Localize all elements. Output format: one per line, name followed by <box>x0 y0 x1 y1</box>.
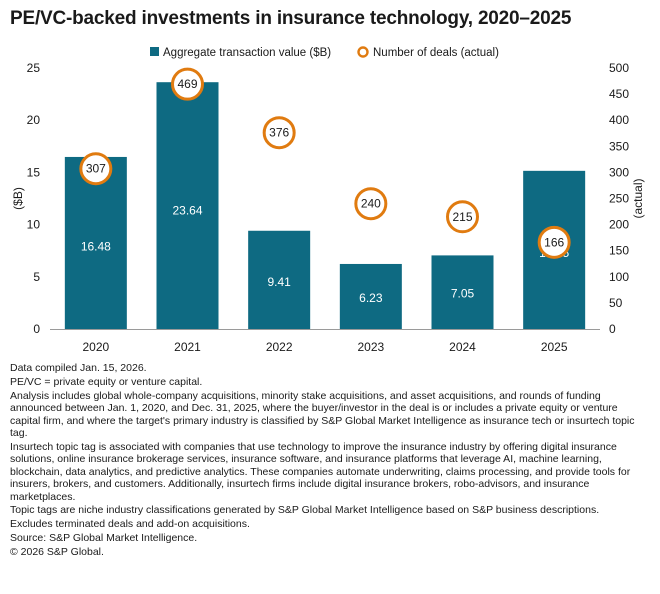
note-line: © 2026 S&P Global. <box>10 546 104 559</box>
y-right-tick-label: 400 <box>609 113 629 127</box>
note-line: PE/VC = private equity or venture capita… <box>10 375 203 388</box>
bar-2020 <box>64 156 127 329</box>
x-tick-label: 2024 <box>449 340 476 354</box>
y-right-tick-label: 0 <box>609 322 616 336</box>
deal-count-label: 240 <box>361 197 381 211</box>
y-right-tick-label: 200 <box>609 218 629 232</box>
legend-swatch-bar <box>150 47 159 56</box>
x-tick-label: 2022 <box>266 340 293 354</box>
note-line: Insurtech topic tag is associated with c… <box>10 440 631 503</box>
note-line: Topic tags are niche industry classifica… <box>10 504 600 517</box>
x-tick-label: 2020 <box>82 340 109 354</box>
y-left-tick-label: 5 <box>33 270 40 284</box>
legend-label-bar: Aggregate transaction value ($B) <box>163 47 331 59</box>
deal-marker-2022 <box>262 116 296 150</box>
deal-marker-2024 <box>446 200 479 234</box>
x-tick-label: 2023 <box>357 340 384 354</box>
deal-marker-2023 <box>354 187 388 221</box>
chart-title: PE/VC-backed investments in insurance te… <box>10 8 572 29</box>
bar-value-label: 16.48 <box>81 239 111 253</box>
y-right-tick-label: 150 <box>609 244 629 258</box>
bar-value-label: 6.23 <box>359 291 383 305</box>
bar-2021 <box>156 82 219 330</box>
bar-value-label: 9.41 <box>267 275 291 289</box>
x-tick-label: 2025 <box>541 340 568 354</box>
x-tick-label: 2021 <box>174 340 201 354</box>
y-right-tick-label: 100 <box>609 270 629 284</box>
y-right-tick-label: 350 <box>609 139 629 153</box>
deal-marker-2025 <box>537 225 571 259</box>
y-left-tick-label: 15 <box>27 165 41 179</box>
y-left-tick-label: 0 <box>33 322 40 336</box>
legend-swatch-deals <box>357 46 369 58</box>
y-right-tick-label: 300 <box>609 165 629 179</box>
chart-plot: Aggregate transaction value ($B) Number o… <box>11 46 645 354</box>
note-line: Analysis includes global whole-company a… <box>10 389 635 440</box>
y-right-tick-label: 500 <box>609 61 629 75</box>
legend-label-deals: Number of deals (actual) <box>373 47 499 59</box>
y-left-tick-label: 20 <box>27 113 41 127</box>
bar-value-label: 23.64 <box>172 204 202 218</box>
y-right-tick-label: 50 <box>609 296 623 310</box>
y-left-tick-label: 25 <box>27 61 41 75</box>
deal-count-label: 307 <box>86 162 106 176</box>
y-right-tick-label: 450 <box>609 87 629 101</box>
y-left-tick-label: 10 <box>27 218 41 232</box>
bar-2022 <box>248 230 311 329</box>
deal-marker-2020 <box>79 152 113 186</box>
note-line: Data compiled Jan. 15, 2026. <box>10 362 147 374</box>
note-line: Excludes terminated deals and add-on acq… <box>10 518 250 531</box>
y-right-axis-title: (actual) <box>631 178 645 218</box>
y-left-axis-title: ($B) <box>11 187 25 210</box>
deal-count-label: 215 <box>452 210 472 224</box>
note-line: Source: S&P Global Market Intelligence. <box>10 532 198 545</box>
bar-2023 <box>339 263 402 329</box>
deal-count-label: 166 <box>544 235 564 249</box>
deal-count-label: 376 <box>269 126 289 140</box>
deal-count-label: 469 <box>177 77 197 91</box>
bar-value-label: 7.05 <box>451 287 475 301</box>
y-right-tick-label: 250 <box>609 192 629 206</box>
bar-2024 <box>431 255 494 329</box>
deal-marker-2021 <box>171 67 204 101</box>
chart-notes: Data compiled Jan. 15, 2026. PE/VC = priv… <box>10 362 650 560</box>
